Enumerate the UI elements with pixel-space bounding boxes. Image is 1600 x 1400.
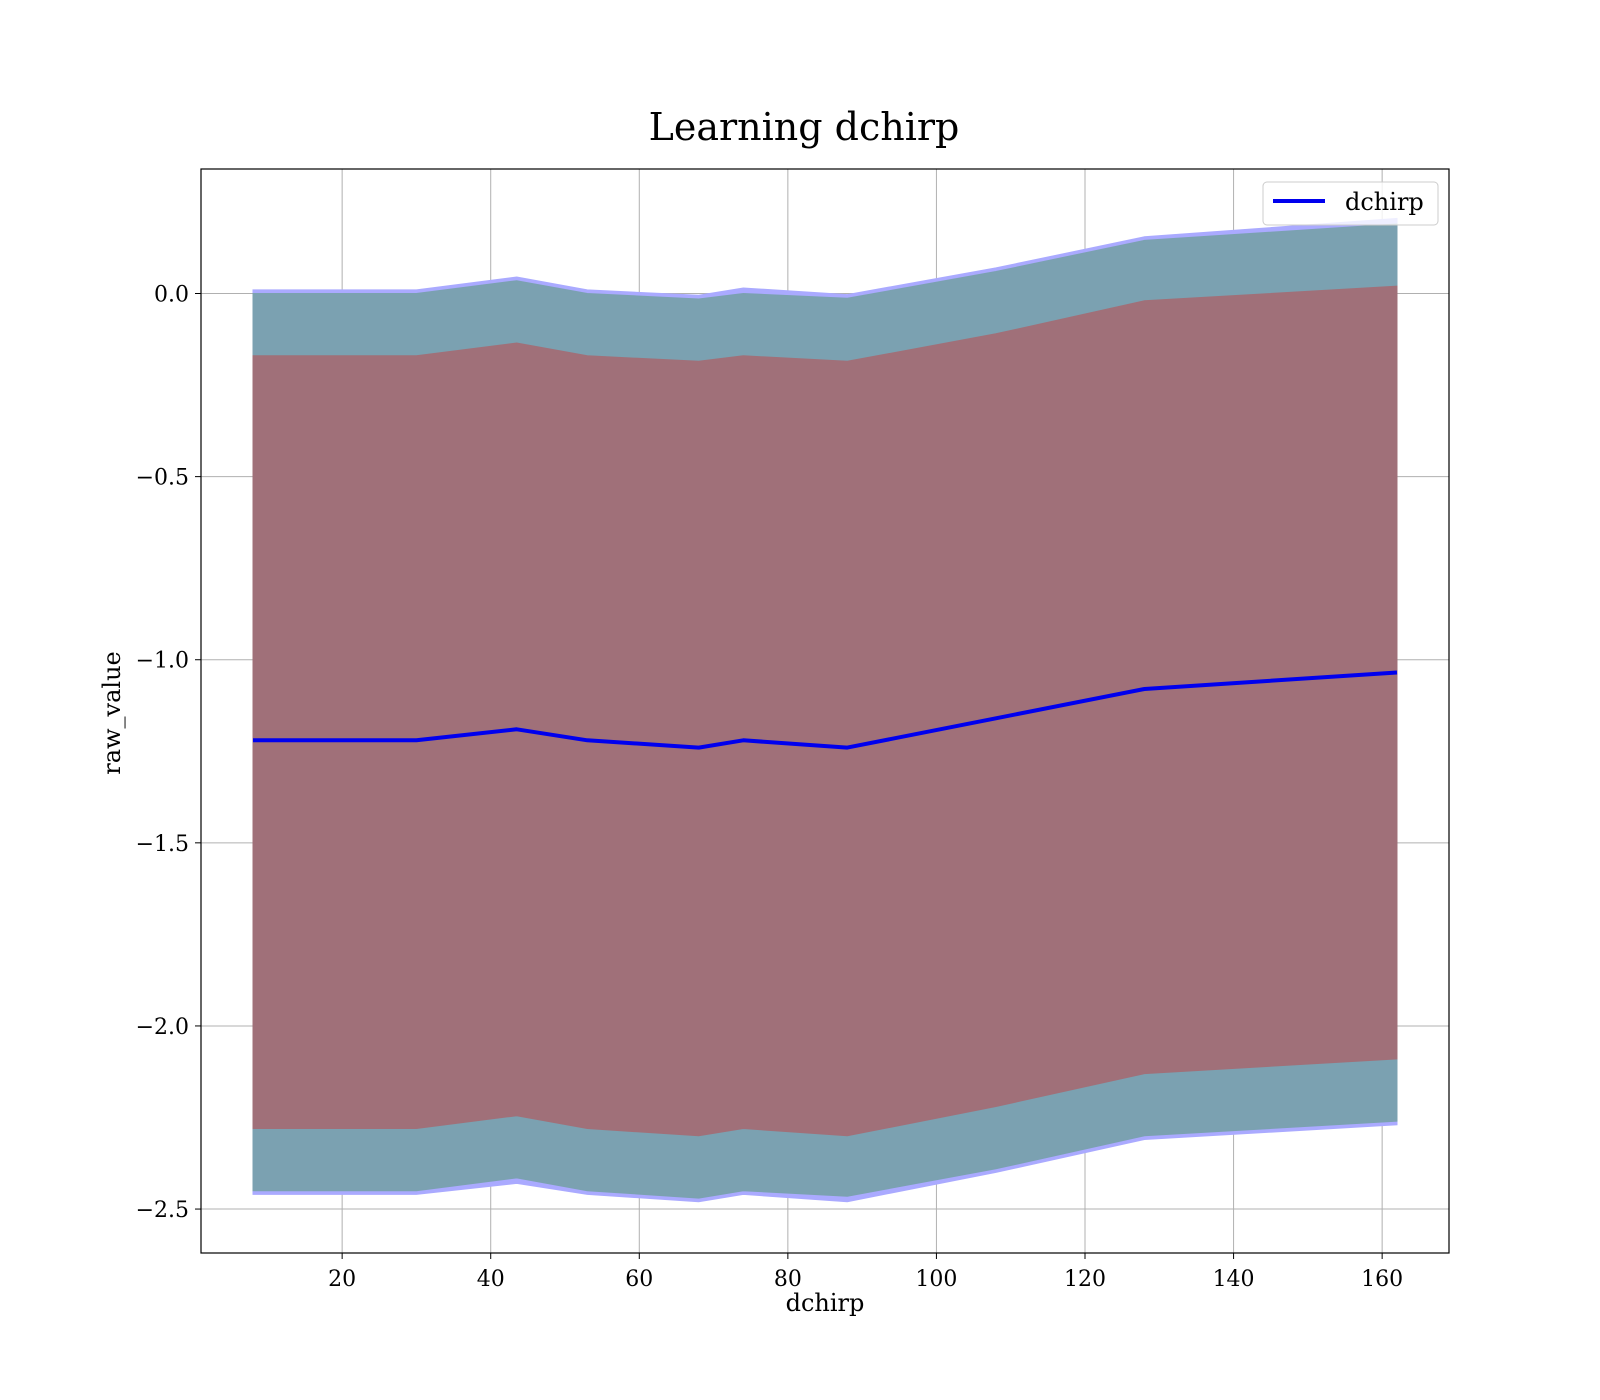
plot-frame	[200, 168, 1450, 1254]
y-tick-label: −1.5	[136, 832, 189, 857]
series-lines	[253, 670, 1398, 750]
x-axis-ticks: 20 40 60 80 100 120 140 160	[328, 1253, 1403, 1292]
x-tick-label: 100	[915, 1267, 957, 1292]
x-tick-label: 160	[1361, 1267, 1403, 1292]
y-tick-label: 0.0	[154, 283, 189, 308]
series-line-dchirp	[253, 670, 1398, 750]
x-tick-label: 40	[477, 1267, 505, 1292]
inner-band	[252, 285, 1398, 1137]
y-tick-label: −1.0	[136, 649, 189, 674]
x-tick-label: 20	[328, 1267, 356, 1292]
x-tick-label: 60	[625, 1267, 653, 1292]
chart-title: Learning dchirp	[649, 105, 960, 149]
y-tick-label: −0.5	[136, 466, 189, 491]
legend-label-dchirp: dchirp	[1345, 188, 1424, 216]
y-tick-label: −2.5	[136, 1198, 189, 1223]
x-tick-label: 120	[1064, 1267, 1106, 1292]
legend: dchirp	[1262, 181, 1439, 226]
x-tick-label: 80	[774, 1267, 802, 1292]
y-axis-label: raw_value	[98, 651, 126, 775]
legend-box	[1262, 181, 1439, 226]
confidence-bands	[252, 217, 1398, 1203]
x-tick-label: 140	[1213, 1267, 1255, 1292]
y-tick-label: −2.0	[136, 1015, 189, 1040]
y-axis-ticks: 0.0 −0.5 −1.0 −1.5 −2.0 −2.5	[136, 283, 201, 1223]
x-axis-label: dchirp	[786, 1289, 865, 1317]
